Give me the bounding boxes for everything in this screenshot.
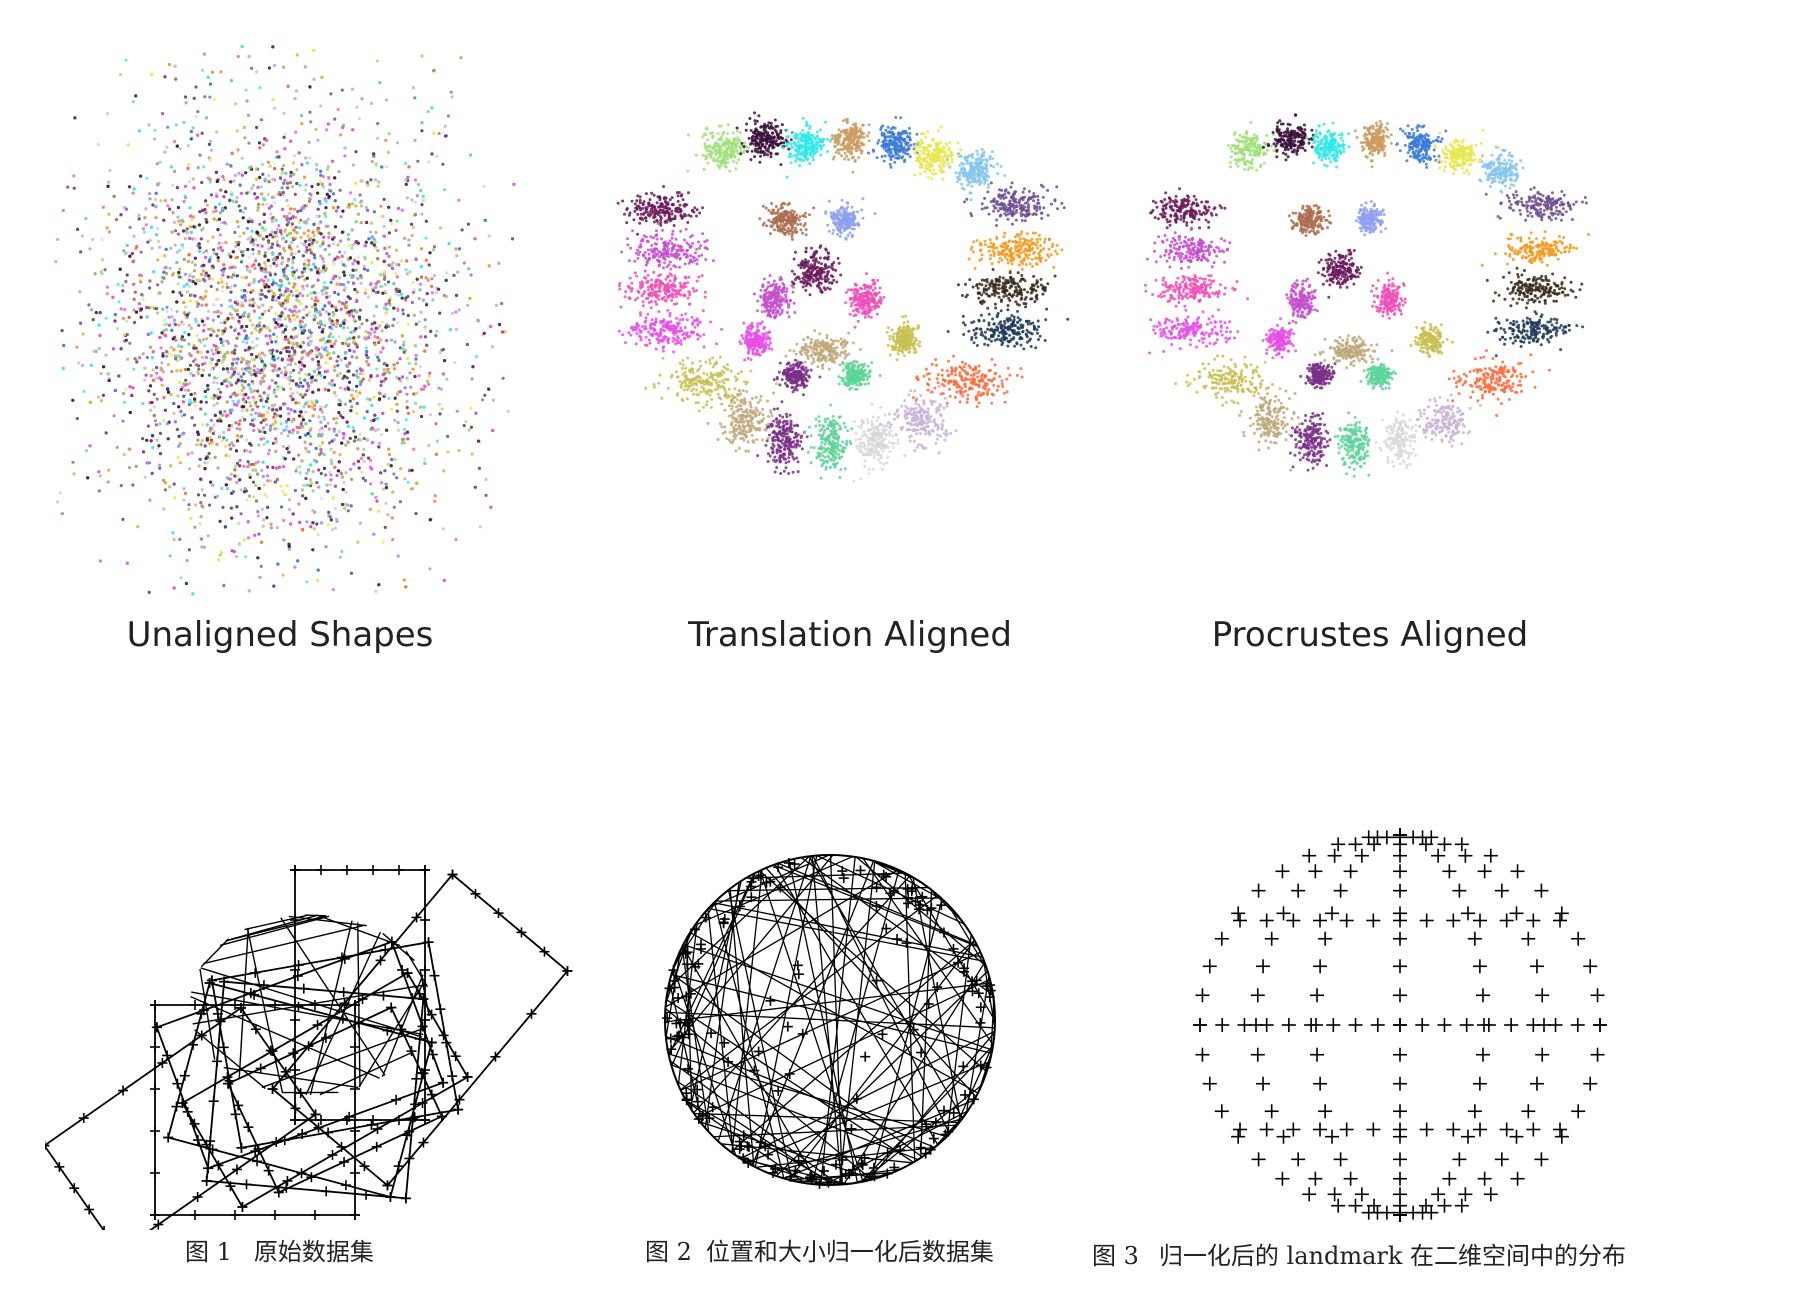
caption-translation-aligned: Translation Aligned <box>688 615 1012 655</box>
procrustes-aligned-plot <box>1140 110 1610 530</box>
procrustes-scatter <box>1144 113 1590 478</box>
figure-1-drawing <box>45 865 573 1230</box>
figure-3-shapes <box>1193 828 1607 1222</box>
figure-1-original-dataset <box>45 830 575 1230</box>
unaligned-shapes-plot <box>40 40 520 600</box>
unaligned-points <box>54 44 516 596</box>
figure-1-title: 原始数据集 <box>253 1238 374 1266</box>
figure-3-landmark-distribution <box>1170 815 1630 1235</box>
figure-2-title: 位置和大小归一化后数据集 <box>705 1238 994 1266</box>
figure-3-caption: 图 3 归一化后的 landmark 在二维空间中的分布 <box>1092 1236 1648 1271</box>
unaligned-scatter <box>54 44 516 596</box>
figure-3-title: 归一化后的 landmark 在二维空间中的分布 <box>1158 1242 1627 1270</box>
caption-procrustes-aligned: Procrustes Aligned <box>1211 615 1529 655</box>
cluster-points <box>1144 113 1590 478</box>
caption-unaligned-shapes: Unaligned Shapes <box>126 615 434 655</box>
figure-3-number: 图 3 <box>1092 1242 1139 1270</box>
figure-2-drawing <box>662 854 996 1189</box>
figure-2-normalized-dataset <box>640 820 1020 1220</box>
figure-1-number: 图 1 <box>185 1238 232 1266</box>
figure-2-caption: 图 2 位置和大小归一化后数据集 <box>645 1232 1016 1267</box>
figure-1-caption: 图 1 原始数据集 <box>185 1232 396 1267</box>
translation-aligned-plot <box>615 110 1085 530</box>
figure-3-drawing <box>1193 828 1607 1222</box>
figure-2-number: 图 2 <box>645 1238 692 1266</box>
figure-2-shapes <box>662 854 996 1189</box>
translation-scatter <box>616 111 1070 483</box>
cluster-points <box>616 111 1070 483</box>
figure-1-shapes <box>45 865 573 1230</box>
